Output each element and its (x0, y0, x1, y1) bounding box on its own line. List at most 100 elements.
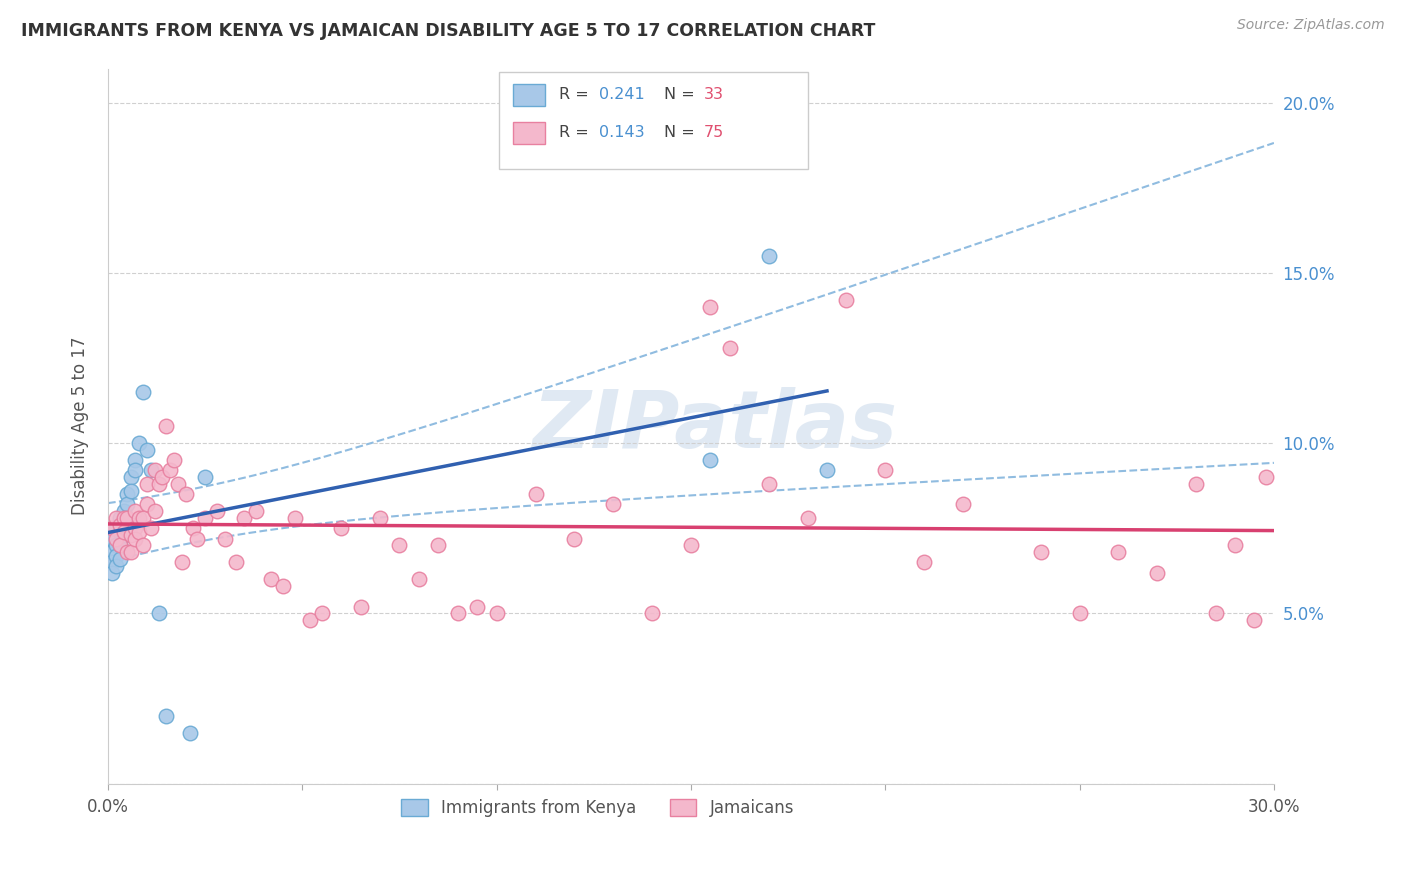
Point (112, 528, 135, 542)
Point (174, 487, 197, 501)
Point (117, 511, 139, 525)
Point (427, 538, 450, 552)
Point (1107, 545, 1129, 559)
Point (225, 555, 247, 569)
Y-axis label: Disability Age 5 to 17: Disability Age 5 to 17 (72, 337, 89, 516)
Point (1146, 566, 1168, 580)
Point (101, 566, 124, 580)
Point (104, 549, 127, 563)
Point (186, 532, 208, 546)
Point (124, 504, 146, 518)
Point (135, 442, 157, 457)
Point (699, 453, 721, 467)
Point (148, 607, 170, 621)
Text: N =: N = (664, 126, 695, 140)
Point (447, 607, 470, 621)
Point (952, 498, 974, 512)
Point (124, 463, 146, 477)
Point (152, 470, 174, 484)
Point (112, 511, 135, 525)
Text: IMMIGRANTS FROM KENYA VS JAMAICAN DISABILITY AGE 5 TO 17 CORRELATION CHART: IMMIGRANTS FROM KENYA VS JAMAICAN DISABI… (21, 22, 876, 40)
Point (155, 419, 177, 434)
Text: R =: R = (560, 126, 589, 140)
Point (194, 470, 217, 484)
Point (104, 532, 127, 546)
Point (758, 249, 780, 263)
Point (112, 524, 135, 539)
Point (101, 555, 124, 569)
Point (104, 538, 127, 552)
Point (699, 300, 721, 314)
Text: Source: ZipAtlas.com: Source: ZipAtlas.com (1237, 18, 1385, 32)
Point (117, 487, 139, 501)
Point (524, 487, 547, 501)
Point (139, 463, 162, 477)
Point (128, 524, 150, 539)
Point (194, 511, 217, 525)
Text: R =: R = (560, 87, 589, 103)
Point (132, 511, 155, 525)
Point (108, 511, 131, 525)
Legend: Immigrants from Kenya, Jamaicans: Immigrants from Kenya, Jamaicans (392, 790, 803, 825)
Point (1205, 607, 1227, 621)
Point (368, 511, 391, 525)
Point (104, 511, 127, 525)
Point (117, 498, 139, 512)
Point (101, 545, 124, 559)
Point (108, 524, 131, 539)
Point (135, 477, 157, 491)
Point (128, 436, 150, 450)
Point (183, 521, 205, 535)
Point (124, 521, 146, 535)
Point (139, 521, 162, 535)
Point (117, 511, 139, 525)
Point (163, 453, 186, 467)
Point (170, 555, 193, 569)
Point (108, 552, 131, 566)
Point (679, 538, 702, 552)
Point (330, 521, 353, 535)
Point (271, 579, 294, 593)
Point (143, 504, 166, 518)
Point (1256, 470, 1278, 484)
Point (349, 599, 371, 614)
Point (120, 545, 142, 559)
Point (167, 477, 190, 491)
Text: 75: 75 (704, 126, 724, 140)
Point (602, 498, 624, 512)
Point (104, 521, 127, 535)
Point (214, 532, 236, 546)
Point (112, 504, 135, 518)
Point (148, 477, 170, 491)
Point (796, 511, 818, 525)
Point (641, 607, 664, 621)
Point (875, 463, 897, 477)
Point (159, 463, 181, 477)
Point (299, 613, 322, 627)
Point (112, 515, 135, 529)
Point (912, 555, 935, 569)
Point (835, 293, 858, 307)
Point (815, 463, 838, 477)
Point (485, 607, 508, 621)
Point (101, 532, 124, 546)
Point (1029, 545, 1052, 559)
Point (564, 532, 586, 546)
Point (101, 521, 124, 535)
Point (132, 385, 155, 400)
Point (120, 528, 142, 542)
Point (120, 470, 142, 484)
Point (108, 517, 131, 532)
Point (465, 599, 488, 614)
Point (117, 545, 139, 559)
Text: N =: N = (664, 87, 695, 103)
Point (179, 725, 201, 739)
Point (283, 511, 305, 525)
Point (1243, 613, 1265, 627)
FancyBboxPatch shape (513, 122, 546, 144)
FancyBboxPatch shape (499, 72, 807, 169)
Point (233, 511, 256, 525)
Point (132, 538, 155, 552)
Point (758, 477, 780, 491)
Text: 0.241: 0.241 (599, 87, 644, 103)
